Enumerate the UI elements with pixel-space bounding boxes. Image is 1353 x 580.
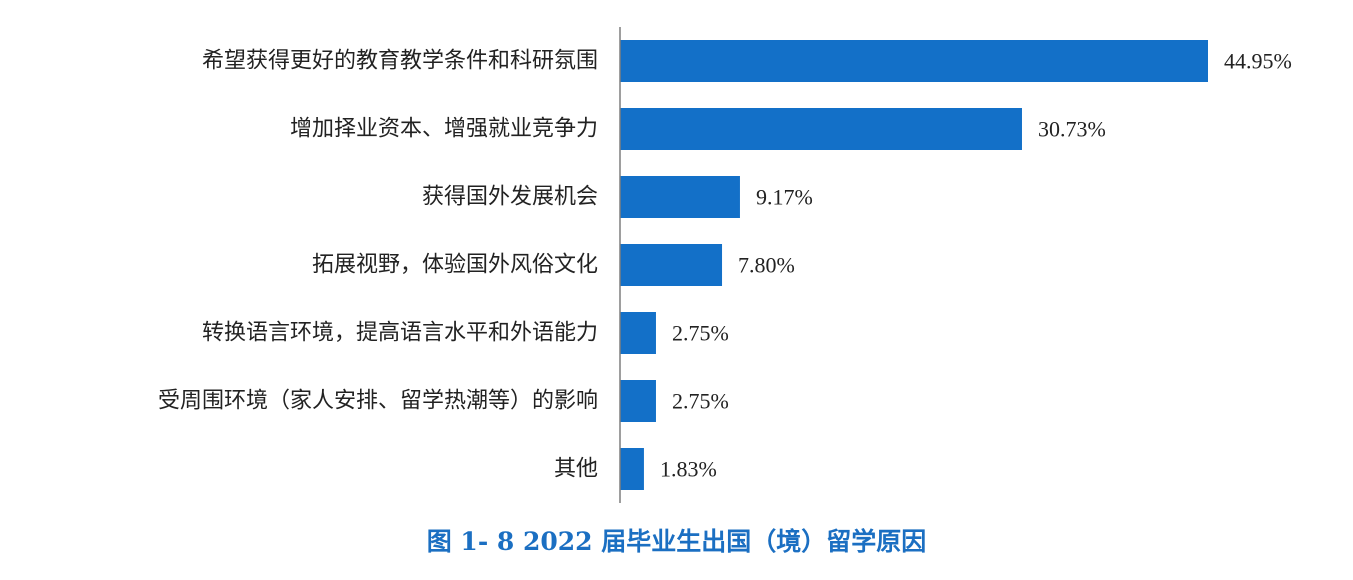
bar-3 — [620, 244, 723, 286]
value-label-0: 44.95% — [1224, 49, 1292, 74]
value-label-5: 2.75% — [672, 389, 729, 414]
category-label-3: 拓展视野，体验国外风俗文化 — [312, 253, 598, 278]
category-labels: 希望获得更好的教育教学条件和科研氛围增加择业资本、增强就业竞争力获得国外发展机会… — [158, 49, 598, 482]
category-label-6: 其他 — [554, 457, 598, 482]
value-label-4: 2.75% — [672, 321, 729, 346]
bar-0 — [620, 40, 1208, 82]
value-labels: 44.95% 30.73% 9.17% 7.80% 2.75% 2.75% 1.83% — [660, 49, 1292, 482]
bar-2 — [620, 176, 740, 218]
value-label-6: 1.83% — [660, 457, 717, 482]
category-label-4: 转换语言环境，提高语言水平和外语能力 — [202, 321, 598, 346]
value-label-1: 30.73% — [1038, 117, 1106, 142]
value-label-2: 9.17% — [756, 185, 813, 210]
category-label-5: 受周围环境（家人安排、留学热潮等）的影响 — [158, 389, 598, 414]
bars-group — [620, 40, 1208, 490]
bar-chart: 希望获得更好的教育教学条件和科研氛围增加择业资本、增强就业竞争力获得国外发展机会… — [158, 27, 1292, 503]
bar-6 — [620, 448, 644, 490]
value-label-3: 7.80% — [738, 253, 795, 278]
bar-5 — [620, 380, 656, 422]
category-label-1: 增加择业资本、增强就业竞争力 — [290, 117, 598, 142]
category-label-0: 希望获得更好的教育教学条件和科研氛围 — [202, 49, 598, 74]
bar-4 — [620, 312, 656, 354]
chart-title: 图 1- 8 2022 届毕业生出国（境）留学原因 — [426, 527, 927, 556]
bar-1 — [620, 108, 1022, 150]
category-label-2: 获得国外发展机会 — [422, 185, 598, 210]
